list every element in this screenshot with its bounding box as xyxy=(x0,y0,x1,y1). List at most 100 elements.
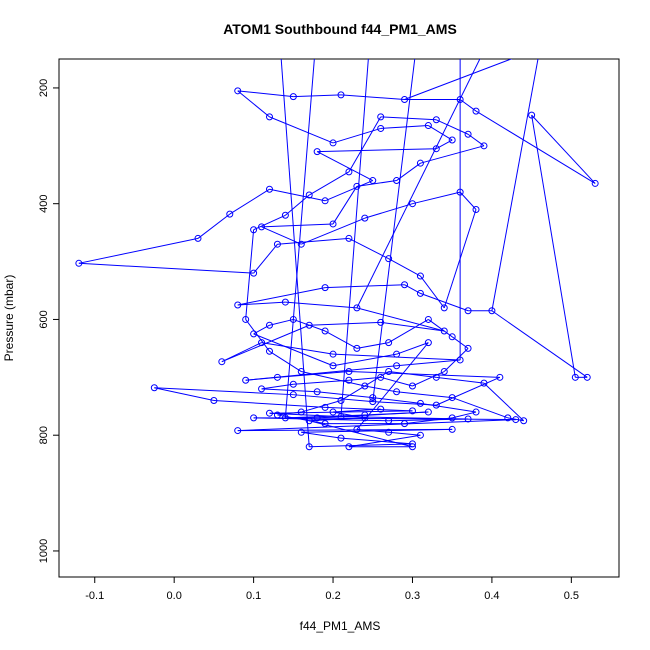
data-point xyxy=(321,420,329,428)
series-line-segment xyxy=(269,412,342,418)
data-point xyxy=(361,382,369,390)
series-line-segment xyxy=(332,127,381,144)
series-line-segment xyxy=(332,411,365,419)
series-line-segment xyxy=(269,116,334,144)
data-point xyxy=(440,368,448,376)
series-line-segment xyxy=(340,94,405,101)
data-point xyxy=(456,356,464,364)
data-point xyxy=(393,350,401,358)
series-line-segment xyxy=(531,114,596,184)
series-line-segment xyxy=(269,318,294,326)
series-line-segment xyxy=(396,342,429,355)
data-point xyxy=(250,414,258,422)
data-point xyxy=(273,240,281,248)
data-point xyxy=(313,148,321,156)
data-point xyxy=(250,226,258,234)
series-line-segment xyxy=(197,213,231,239)
data-point xyxy=(273,411,281,419)
data-point xyxy=(281,298,289,306)
data-point xyxy=(305,443,313,451)
series-line-segment xyxy=(348,237,389,260)
data-point xyxy=(265,321,273,329)
x-tick-label: -0.1 xyxy=(85,590,104,602)
data-point xyxy=(265,347,273,355)
data-point xyxy=(297,428,305,436)
series-line-segment xyxy=(154,387,294,396)
series-line-segment xyxy=(237,301,286,306)
y-tick-label: 200 xyxy=(38,79,50,97)
data-point xyxy=(424,408,432,416)
series-line-segment xyxy=(301,217,366,245)
data-point xyxy=(75,259,83,267)
data-point xyxy=(313,388,321,396)
data-point xyxy=(440,327,448,335)
series-line-segment xyxy=(293,94,342,98)
series-line-segment xyxy=(277,237,349,245)
data-point xyxy=(150,384,158,392)
data-point xyxy=(464,307,472,315)
data-point xyxy=(345,368,353,376)
series-line-segment xyxy=(277,411,302,416)
series-line-segment xyxy=(356,342,429,430)
data-point xyxy=(401,281,409,289)
data-point xyxy=(464,130,472,138)
data-point xyxy=(464,415,472,423)
data-point xyxy=(329,350,337,358)
data-point xyxy=(250,269,258,277)
data-point xyxy=(385,255,393,263)
y-tick-label: 800 xyxy=(38,426,50,444)
data-point xyxy=(361,414,369,422)
series-line-segment xyxy=(237,90,270,118)
series-line-segment xyxy=(412,371,445,387)
data-point xyxy=(393,362,401,370)
series-line-segment xyxy=(308,171,350,196)
x-tick-label: 0.0 xyxy=(167,590,182,602)
series-line-segment xyxy=(372,59,416,402)
series-line-segment xyxy=(452,411,477,419)
data-point xyxy=(456,188,464,196)
data-point xyxy=(480,379,488,387)
data-point xyxy=(297,408,305,416)
y-tick-label: 400 xyxy=(38,195,50,213)
data-point xyxy=(305,191,313,199)
series-line-segment xyxy=(404,417,453,425)
data-point xyxy=(385,428,393,436)
series-line-segment xyxy=(78,262,254,274)
y-axis-label: Pressure (mbar) xyxy=(2,275,16,362)
data-point xyxy=(321,403,329,411)
x-tick-label: 0.5 xyxy=(564,590,579,602)
data-point xyxy=(353,344,361,352)
data-point xyxy=(258,223,266,231)
series-line-segment xyxy=(269,188,326,202)
data-point xyxy=(289,93,297,101)
series-line-segment xyxy=(356,428,389,433)
data-point xyxy=(345,376,353,384)
data-point xyxy=(218,358,226,366)
series-line-segment xyxy=(332,353,397,367)
series-line-segment xyxy=(356,307,445,332)
series-line-segment xyxy=(237,90,294,98)
series-line-segment xyxy=(491,59,539,311)
data-point xyxy=(416,431,424,439)
series-line-segment xyxy=(364,203,413,219)
data-point xyxy=(456,96,464,104)
data-point xyxy=(242,376,250,384)
data-point xyxy=(337,396,345,404)
data-point xyxy=(424,122,432,130)
data-point xyxy=(258,385,266,393)
data-point xyxy=(345,168,353,176)
series-line-segment xyxy=(213,399,326,408)
series-line-segment xyxy=(253,243,278,274)
series-line-segment xyxy=(325,406,413,412)
series-line-segment xyxy=(491,310,588,378)
data-point xyxy=(377,405,385,413)
series-line-segment xyxy=(340,59,369,417)
data-point xyxy=(321,327,329,335)
x-tick-label: 0.2 xyxy=(325,590,340,602)
data-point xyxy=(401,420,409,428)
series-line-segment xyxy=(301,399,342,413)
data-point xyxy=(504,414,512,422)
data-point xyxy=(393,177,401,185)
data-point xyxy=(329,362,337,370)
